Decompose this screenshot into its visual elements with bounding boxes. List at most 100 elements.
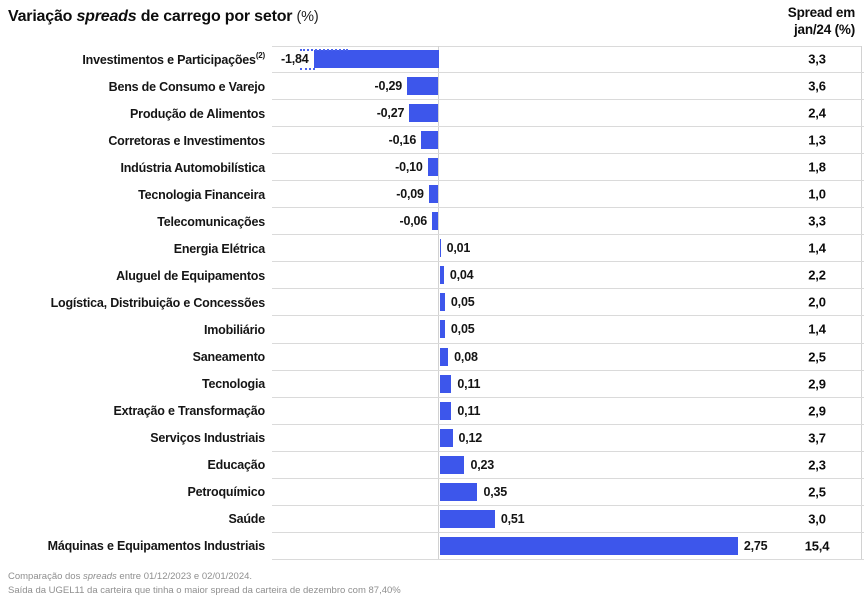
chart-row: Investimentos e Participações (2) -1,84 3,3 <box>0 46 864 74</box>
spread-jan24-value: 2,9 <box>808 403 826 419</box>
variation-value-label: 0,12 <box>458 430 483 445</box>
variation-bar <box>439 320 445 339</box>
sector-label: Extração e Transformação <box>113 404 265 419</box>
spread-jan24-value: 3,6 <box>808 78 826 94</box>
chart-row: Tecnologia 0,11 2,9 <box>0 371 864 398</box>
sector-label: Produção de Alimentos <box>130 106 265 121</box>
chart-row: Máquinas e Equipamentos Industriais 2,75 1… <box>0 533 864 560</box>
chart-row: Saúde 0,51 3,0 <box>0 506 864 533</box>
variation-value-label: -0,16 <box>388 133 417 148</box>
bar-truncation-marks <box>300 49 348 51</box>
variation-bar <box>431 212 439 231</box>
footnote-line1-prefix: Comparação dos <box>8 571 83 582</box>
spread-jan24-value: 2,5 <box>808 484 826 500</box>
top-border-line <box>272 46 862 47</box>
footnote-line2: Saída da UGEL11 da carteira que tinha o … <box>8 584 401 596</box>
variation-bar <box>439 509 495 528</box>
variation-bar <box>428 185 439 204</box>
right-column-header-line2: jan/24 (%) <box>793 22 855 37</box>
sector-label: Aluguel de Equipamentos <box>116 268 265 283</box>
spread-jan24-value: 1,8 <box>808 159 826 175</box>
spread-jan24-value: 3,7 <box>808 430 826 446</box>
variation-value-label: -1,84 <box>281 52 309 67</box>
bar-cell: 2,75 15,4 <box>272 533 864 560</box>
bar-cell: -1,84 3,3 <box>272 46 864 74</box>
sector-label: Indústria Automobilística <box>120 160 265 175</box>
footnote-line1-italic: spreads <box>82 571 117 582</box>
chart-row: Aluguel de Equipamentos 0,04 2,2 <box>0 262 864 290</box>
variation-bar <box>439 455 465 474</box>
variation-bar <box>439 347 449 366</box>
title-prefix: Variação <box>8 8 77 25</box>
bar-cell: -0,27 2,4 <box>272 100 864 128</box>
chart-row: Energia Elétrica 0,01 1,4 <box>0 235 864 263</box>
chart-row: Logística, Distribuição e Concessões 0,05… <box>0 289 864 317</box>
spread-jan24-value: 3,3 <box>808 51 826 67</box>
chart-row: Telecomunicações -0,06 3,3 <box>0 208 864 236</box>
bar-cell: 0,05 2,0 <box>272 289 864 317</box>
zero-axis-line <box>438 46 439 560</box>
variation-bar <box>439 266 444 285</box>
spread-jan24-value: 3,0 <box>808 511 826 527</box>
chart-row: Extração e Transformação 0,11 2,9 <box>0 398 864 425</box>
bar-cell: 0,01 1,4 <box>272 235 864 263</box>
bar-cell: -0,06 3,3 <box>272 208 864 236</box>
chart-row: Saneamento 0,08 2,5 <box>0 344 864 371</box>
chart-row: Bens de Consumo e Varejo -0,29 3,6 <box>0 73 864 101</box>
spread-jan24-value: 2,0 <box>808 294 826 310</box>
bar-truncation-marks <box>300 68 315 70</box>
variation-bar <box>439 401 452 420</box>
sector-label: Corretoras e Investimentos <box>108 133 265 148</box>
sector-label: Investimentos e Participações (2) <box>82 51 265 67</box>
variation-value-label: 0,11 <box>457 376 481 391</box>
variation-bar <box>439 536 738 555</box>
bar-cell: 0,23 2,3 <box>272 452 864 479</box>
page-title: Variação spreads de carrego por setor (%… <box>8 8 319 26</box>
sector-label: Saneamento <box>192 350 266 365</box>
chart-row: Serviços Industriais 0,12 3,7 <box>0 425 864 452</box>
right-column-header-line1: Spread em <box>787 5 855 20</box>
variation-value-label: 0,05 <box>450 295 475 310</box>
variation-value-label: 0,04 <box>449 268 474 283</box>
chart-row: Produção de Alimentos -0,27 2,4 <box>0 100 864 128</box>
sector-label: Telecomunicações <box>157 214 265 229</box>
variation-bar <box>409 104 439 123</box>
sector-label: Bens de Consumo e Varejo <box>108 79 266 94</box>
variation-value-label: 0,35 <box>483 484 507 499</box>
spread-jan24-value: 2,3 <box>808 457 826 473</box>
sector-label: Serviços Industriais <box>150 431 265 446</box>
sector-label: Tecnologia Financeira <box>138 187 265 202</box>
sector-label: Saúde <box>228 512 265 527</box>
sector-label: Imobiliário <box>203 322 265 337</box>
variation-bar <box>439 374 452 393</box>
chart-row: Indústria Automobilística -0,10 1,8 <box>0 154 864 182</box>
footnotes: Comparação dos spreads entre 01/12/2023 … <box>8 570 856 597</box>
sector-label: Energia Elétrica <box>173 241 265 256</box>
bar-cell: 0,08 2,5 <box>272 344 864 371</box>
sector-label: Educação <box>207 458 266 473</box>
bar-cell: 0,51 3,0 <box>272 506 864 533</box>
spread-jan24-value: 2,5 <box>808 349 826 365</box>
bar-cell: -0,10 1,8 <box>272 154 864 182</box>
variation-value-label: 0,23 <box>470 457 494 472</box>
right-column-header: Spread em jan/24 (%) <box>788 4 855 38</box>
spread-jan24-value: 2,4 <box>808 105 826 121</box>
bar-cell: 0,04 2,2 <box>272 262 864 290</box>
chart-row: Petroquímico 0,35 2,5 <box>0 479 864 506</box>
title-italic-word: spreads <box>76 8 137 25</box>
chart-row: Corretoras e Investimentos -0,16 1,3 <box>0 127 864 155</box>
chart-row: Tecnologia Financeira -0,09 1,0 <box>0 181 864 209</box>
variation-value-label: 0,08 <box>454 349 478 364</box>
variation-value-label: -0,10 <box>395 160 423 175</box>
bar-cell: 0,05 1,4 <box>272 316 864 344</box>
spread-jan24-value: 2,9 <box>808 376 826 392</box>
bar-cell: -0,16 1,3 <box>272 127 864 155</box>
variation-bar <box>407 77 439 96</box>
sector-label: Petroquímico <box>187 485 266 500</box>
variation-value-label: -0,06 <box>399 214 428 229</box>
spread-jan24-value: 3,3 <box>808 213 826 229</box>
bar-cell: 0,35 2,5 <box>272 479 864 506</box>
spread-jan24-value: 1,0 <box>808 186 826 202</box>
sector-label: Logística, Distribuição e Concessões <box>50 295 266 310</box>
spread-jan24-value: 1,4 <box>808 321 826 337</box>
